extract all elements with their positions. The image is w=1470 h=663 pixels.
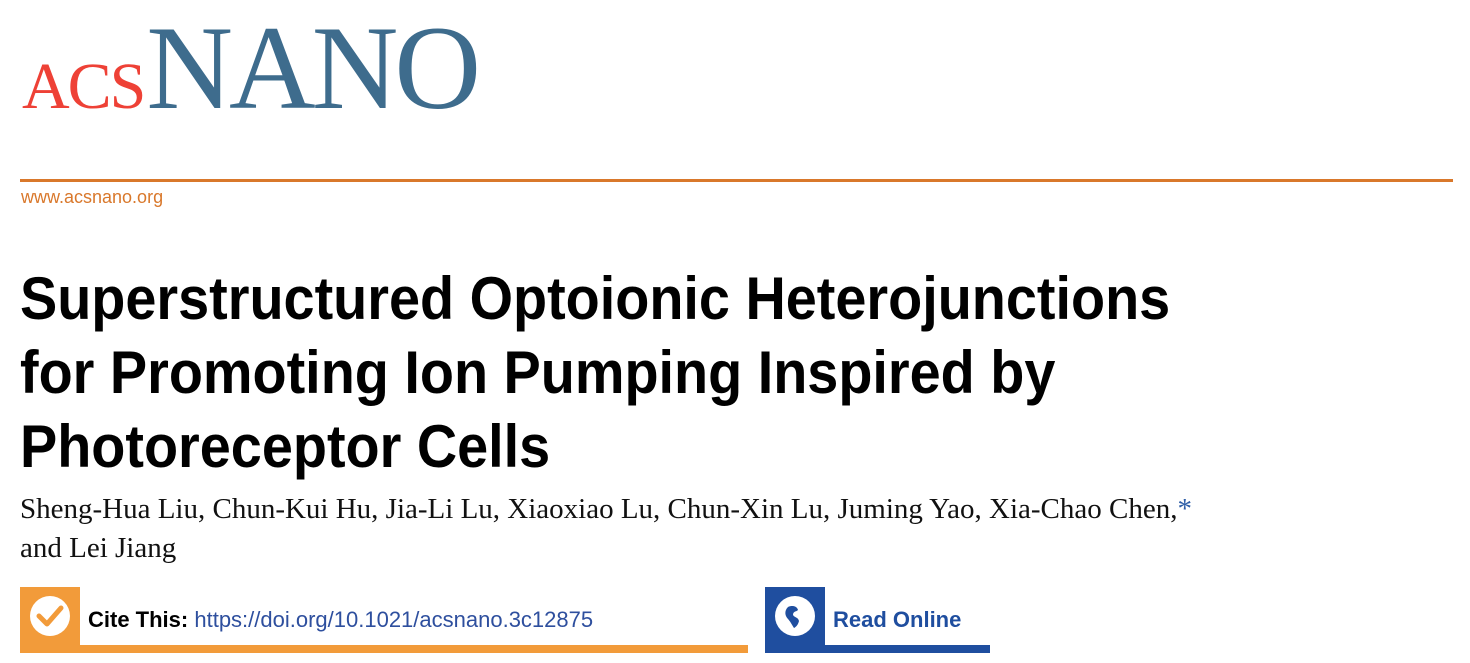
title-line: for Promoting Ion Pumping Inspired by bbox=[20, 339, 1056, 406]
read-online-label: Read Online bbox=[833, 607, 962, 632]
cite-underline bbox=[20, 645, 748, 653]
checkmark-icon bbox=[30, 596, 70, 636]
author-list: Sheng-Hua Liu, Chun-Kui Hu, Jia-Li Lu, X… bbox=[20, 490, 1460, 568]
logo-nano: NANO bbox=[146, 1, 481, 134]
read-underline bbox=[765, 645, 990, 653]
article-title: Superstructured Optoionic Heterojunction… bbox=[20, 262, 1170, 484]
doi-link[interactable]: https://doi.org/10.1021/acsnano.3c12875 bbox=[194, 607, 594, 632]
journal-url[interactable]: www.acsnano.org bbox=[21, 187, 164, 207]
cite-this-block: Cite This: https://doi.org/10.1021/acsna… bbox=[20, 587, 748, 653]
cite-label: Cite This: bbox=[88, 607, 189, 632]
read-icon-box bbox=[765, 587, 825, 645]
journal-logo: ACS NANO bbox=[22, 1, 481, 134]
cite-icon-box bbox=[20, 587, 80, 645]
authors-line: Sheng-Hua Liu, Chun-Kui Hu, Jia-Li Lu, X… bbox=[20, 493, 1178, 525]
corresponding-author-mark[interactable]: * bbox=[1177, 493, 1192, 525]
title-line: Photoreceptor Cells bbox=[20, 413, 551, 480]
read-online-button[interactable]: Read Online bbox=[765, 587, 990, 653]
authors-line: and Lei Jiang bbox=[20, 532, 177, 564]
title-line: Superstructured Optoionic Heterojunction… bbox=[20, 265, 1171, 332]
logo-acs: ACS bbox=[22, 50, 146, 123]
header-rule bbox=[20, 179, 1453, 182]
globe-icon bbox=[775, 596, 815, 636]
